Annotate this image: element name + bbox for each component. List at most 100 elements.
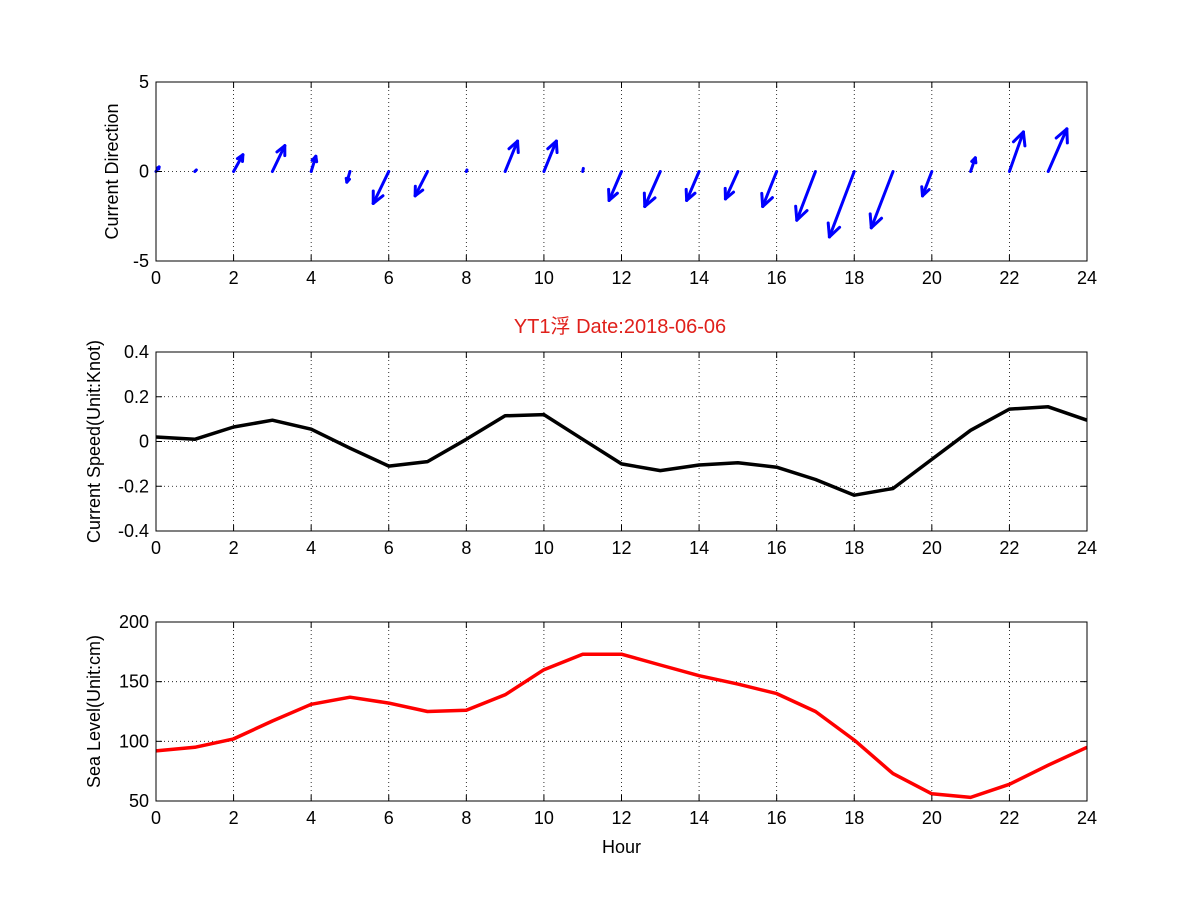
quiver-arrow [542,139,559,173]
arrow-shaft [869,170,895,230]
x-tick-label: 2 [229,808,239,828]
arrow-shaft [581,166,585,173]
quiver-arrow [232,153,245,173]
arrow-head [827,225,842,239]
y-axis-label: Sea Level(Unit:cm) [84,635,104,788]
x-tick-label: 18 [844,538,864,558]
y-axis-label: Current Direction [102,103,122,239]
quiver-arrow [760,170,779,208]
figure-title: YT1浮 Date:2018-06-06 [514,315,726,338]
arrow-head [761,196,774,208]
arrow-shaft [643,170,662,208]
arrow-head [314,154,319,164]
x-axis-label: Hour [602,837,641,857]
arrow-head [1011,130,1025,144]
arrow-head [869,216,884,230]
arrow-shaft [464,168,469,173]
arrow-shaft [827,170,856,239]
y-tick-label: 0.2 [124,387,149,407]
arrow-head [920,185,925,198]
y-tick-label: 0 [139,432,149,452]
quiver-arrow [413,170,430,198]
x-tick-label: 22 [999,268,1019,288]
x-tick-label: 2 [229,538,239,558]
quiver-arrow [920,170,934,198]
arrow-head [1065,127,1069,145]
arrow-shaft [761,170,779,208]
quiver-arrow [826,170,856,239]
arrow-head [795,209,809,222]
quiver-arrow [607,170,623,202]
x-tick-label: 14 [689,268,709,288]
y-tick-label: 200 [119,612,149,632]
arrow-head [826,221,831,239]
y-tick-label: -5 [133,251,149,271]
y-tick-label: 100 [119,731,149,751]
arrow-shaft [1007,130,1025,173]
x-tick-label: 0 [151,808,161,828]
arrow-shaft [371,170,391,205]
x-tick-label: 6 [384,268,394,288]
quiver-arrow [794,170,817,222]
arrow-shaft [921,170,934,198]
x-tick-label: 22 [999,808,1019,828]
x-tick-label: 14 [689,538,709,558]
arrow-head [643,196,657,208]
arrow-shaft [413,170,430,198]
quiver-arrow [154,165,161,173]
quiver-arrow [581,166,585,173]
quiver-arrow [684,170,701,202]
quiver-arrow [503,139,520,173]
arrow-shaft [685,170,701,202]
x-tick-label: 10 [534,268,554,288]
arrow-head [1054,127,1069,140]
x-tick-label: 16 [767,808,787,828]
x-tick-label: 4 [306,268,316,288]
arrow-head [760,191,765,208]
x-tick-label: 2 [229,268,239,288]
arrow-head [507,139,520,151]
y-tick-label: 150 [119,672,149,692]
quiver-arrow [1007,130,1027,173]
arrow-shaft [723,170,740,201]
arrow-head [794,204,799,222]
quiver-arrow [464,168,469,173]
quiver-arrow [868,170,895,230]
y-tick-label: 50 [129,791,149,811]
axes-2: 0 2 4 6 8 10 12 14 16 18 20 22 24-0.4-0.200.20.4Curr… [84,340,1097,558]
x-tick-label: 12 [611,268,631,288]
x-tick-label: 4 [306,808,316,828]
series-line [155,405,1088,497]
arrow-shaft [795,170,817,222]
y-tick-label: -0.2 [118,476,149,496]
y-tick-label: 0 [139,162,149,182]
x-tick-label: 16 [767,268,787,288]
x-tick-label: 10 [534,538,554,558]
x-tick-label: 0 [151,268,161,288]
quiver-arrow [344,170,352,184]
x-tick-label: 16 [767,538,787,558]
x-tick-label: 18 [844,268,864,288]
series-line [155,652,1088,800]
arrow-shaft [270,144,287,173]
x-tick-label: 22 [999,538,1019,558]
x-tick-label: 8 [461,538,471,558]
x-tick-label: 20 [922,268,942,288]
quiver-arrow [723,170,740,201]
quiver-arrow [270,144,287,173]
arrow-shaft [503,139,520,173]
x-tick-label: 20 [922,808,942,828]
x-tick-label: 20 [922,538,942,558]
x-tick-label: 18 [844,808,864,828]
arrow-head [1021,130,1027,148]
arrow-shaft [542,139,558,173]
quiver-arrow [642,170,662,208]
quiver-arrow [193,168,198,173]
x-tick-label: 12 [611,808,631,828]
x-tick-label: 12 [611,538,631,558]
x-tick-label: 6 [384,538,394,558]
y-tick-label: 5 [139,72,149,92]
